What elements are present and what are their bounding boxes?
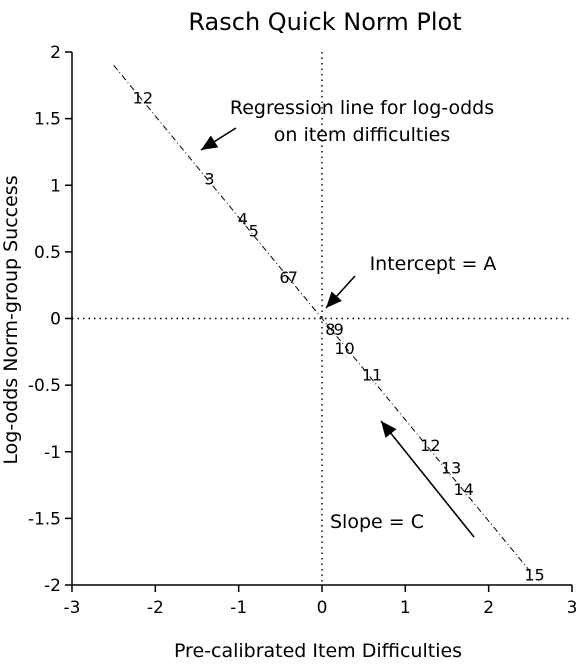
x-tick-label: -1 bbox=[230, 598, 247, 618]
x-tick-label: 2 bbox=[483, 598, 494, 618]
x-axis-label: Pre-calibrated Item Difficulties bbox=[174, 640, 462, 662]
x-tick-label: 1 bbox=[400, 598, 411, 618]
y-tick-label: 0 bbox=[50, 310, 61, 330]
regression-note-line: Regression line for log-odds bbox=[230, 97, 494, 119]
annotations: Regression line for log-odds on item diff… bbox=[200, 97, 497, 538]
x-tick-label: 0 bbox=[317, 598, 328, 618]
y-tick-label: -0.5 bbox=[28, 376, 61, 396]
x-tick-label: -3 bbox=[64, 598, 81, 618]
point-label: 5 bbox=[249, 222, 259, 241]
arrow-head bbox=[326, 291, 342, 308]
point-label: 4 bbox=[238, 210, 248, 229]
chart-title: Rasch Quick Norm Plot bbox=[188, 8, 461, 36]
y-axis-label: Log-odds Norm-group Success bbox=[0, 175, 22, 464]
y-tick-label: 0.5 bbox=[34, 243, 61, 263]
slope-arrow bbox=[380, 420, 475, 538]
point-label: 10 bbox=[334, 339, 354, 358]
y-tick-label: 1 bbox=[50, 176, 61, 196]
arrow-shaft bbox=[380, 420, 475, 538]
y-tick-label: -1 bbox=[44, 443, 61, 463]
regression-line bbox=[113, 65, 531, 572]
regression-note: Regression line for log-odds on item diff… bbox=[230, 97, 494, 146]
point-label: 11 bbox=[362, 365, 382, 384]
y-tick-label: -1.5 bbox=[28, 509, 61, 529]
x-tick-label: -2 bbox=[147, 598, 164, 618]
point-label: 14 bbox=[453, 480, 473, 499]
point-label: 7 bbox=[288, 268, 298, 287]
arrow-head bbox=[201, 135, 219, 150]
arrow-head bbox=[381, 421, 397, 438]
point-label: 3 bbox=[204, 170, 214, 189]
axes: -3 -2 -1 0 1 2 3-2-1.5-1-0.500.511.52 bbox=[28, 43, 578, 618]
point-label: 9 bbox=[334, 320, 344, 339]
regression-arrow bbox=[200, 127, 237, 151]
point-label: 12 bbox=[133, 88, 153, 107]
reference-lines bbox=[72, 52, 572, 585]
point-label: 12 bbox=[420, 436, 440, 455]
y-tick-label: 1.5 bbox=[34, 110, 61, 130]
regression-line-layer bbox=[113, 65, 531, 572]
point-label: 8 bbox=[325, 320, 335, 339]
intercept-note: Intercept = A bbox=[370, 253, 497, 275]
slope-note: Slope = C bbox=[330, 511, 424, 533]
y-tick-label: -2 bbox=[44, 576, 61, 596]
point-label: 15 bbox=[524, 565, 544, 584]
y-tick-label: 2 bbox=[50, 43, 61, 63]
point-label: 13 bbox=[441, 459, 461, 478]
intercept-arrow bbox=[325, 275, 356, 309]
point-label: 6 bbox=[279, 268, 289, 287]
x-tick-label: 3 bbox=[567, 598, 578, 618]
regression-note-line: on item difficulties bbox=[274, 124, 450, 146]
